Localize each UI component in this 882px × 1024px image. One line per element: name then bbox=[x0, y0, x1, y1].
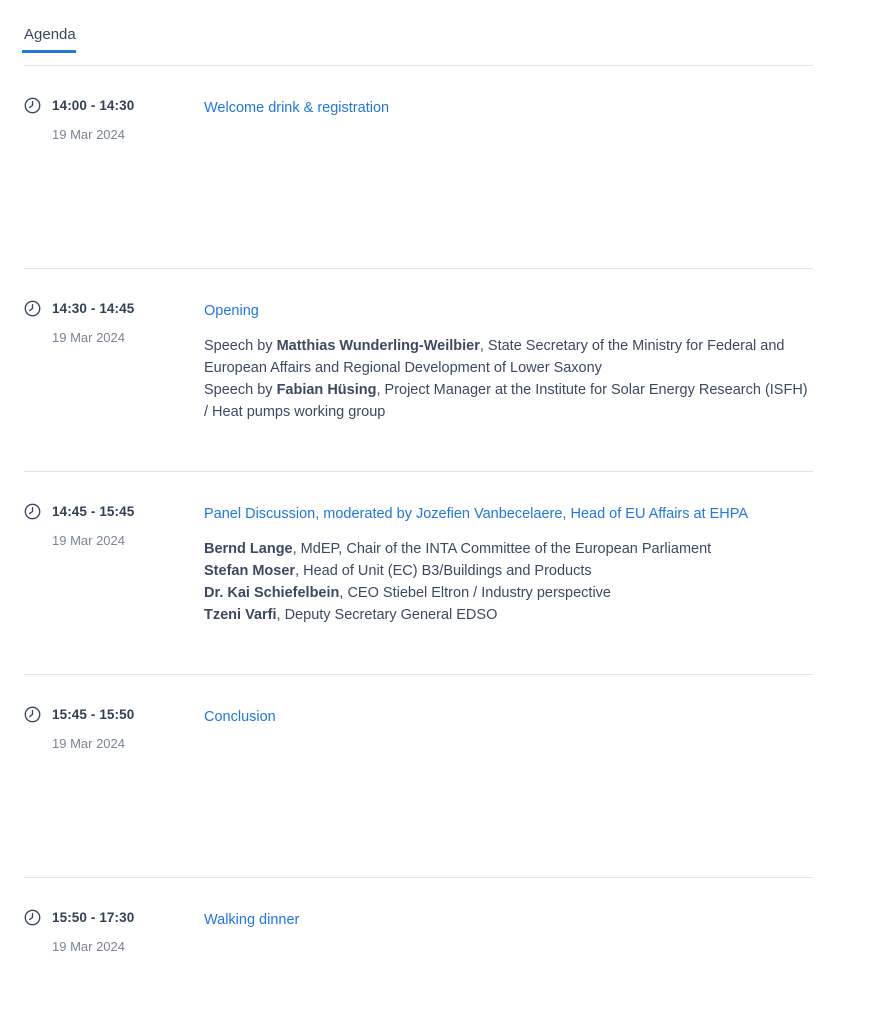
description-segment: , State Secretary of the Ministry for Fe… bbox=[204, 338, 785, 376]
clock-icon bbox=[24, 909, 41, 926]
agenda-item-time: 14:45 - 15:45 bbox=[52, 504, 135, 519]
description-line: Bernd Lange, MdEP, Chair of the INTA Com… bbox=[204, 538, 813, 560]
description-segment: , Project Manager at the Institute for S… bbox=[204, 382, 808, 420]
agenda-item-date: 19 Mar 2024 bbox=[52, 533, 125, 548]
agenda-item-content: Walking dinner bbox=[204, 909, 813, 944]
active-tab-underline bbox=[22, 50, 76, 53]
description-segment: , MdEP, Chair of the INTA Committee of t… bbox=[292, 541, 712, 557]
description-segment: Speech by bbox=[204, 338, 277, 354]
agenda-item-date: 19 Mar 2024 bbox=[52, 330, 125, 345]
agenda-item-time-column: 14:00 - 14:30 19 Mar 2024 bbox=[24, 97, 204, 142]
clock-icon bbox=[24, 503, 41, 520]
description-segment: , Head of Unit (EC) B3/Buildings and Pro… bbox=[295, 563, 592, 579]
description-segment: Speech by bbox=[204, 382, 277, 398]
agenda-item-time: 14:00 - 14:30 bbox=[52, 98, 135, 113]
agenda-item-date: 19 Mar 2024 bbox=[52, 736, 125, 751]
agenda-item-title[interactable]: Opening bbox=[204, 303, 259, 319]
description-segment: Matthias Wunderling-Weilbier bbox=[276, 338, 480, 354]
description-segment: Bernd Lange bbox=[204, 541, 293, 557]
agenda-item-title[interactable]: Conclusion bbox=[204, 709, 276, 725]
agenda-tab[interactable]: Agenda bbox=[22, 26, 813, 53]
agenda-item-content: Panel Discussion, moderated by Jozefien … bbox=[204, 503, 813, 626]
agenda-item-date: 19 Mar 2024 bbox=[52, 939, 125, 954]
time-row: 15:50 - 17:30 bbox=[24, 909, 204, 926]
agenda-item-time-column: 15:45 - 15:50 19 Mar 2024 bbox=[24, 706, 204, 751]
agenda-item-time-column: 15:50 - 17:30 19 Mar 2024 bbox=[24, 909, 204, 954]
agenda-item: 15:50 - 17:30 19 Mar 2024 Walking dinner bbox=[24, 877, 813, 1022]
agenda-list: 14:00 - 14:30 19 Mar 2024 Welcome drink … bbox=[24, 65, 813, 1022]
agenda-item-title[interactable]: Welcome drink & registration bbox=[204, 100, 390, 116]
time-row: 15:45 - 15:50 bbox=[24, 706, 204, 723]
agenda-item-title[interactable]: Walking dinner bbox=[204, 912, 300, 928]
agenda-item: 14:30 - 14:45 19 Mar 2024 Opening Speech… bbox=[24, 268, 813, 471]
agenda-item-time: 14:30 - 14:45 bbox=[52, 301, 135, 316]
agenda-item-content: Conclusion bbox=[204, 706, 813, 741]
agenda-item-date: 19 Mar 2024 bbox=[52, 127, 125, 142]
agenda-item-time: 15:50 - 17:30 bbox=[52, 910, 135, 925]
description-line: Stefan Moser, Head of Unit (EC) B3/Build… bbox=[204, 560, 813, 582]
description-line: Tzeni Varfi, Deputy Secretary General ED… bbox=[204, 604, 813, 626]
description-segment: Fabian Hüsing bbox=[276, 382, 377, 398]
agenda-item-time-column: 14:30 - 14:45 19 Mar 2024 bbox=[24, 300, 204, 345]
agenda-item: 14:00 - 14:30 19 Mar 2024 Welcome drink … bbox=[24, 65, 813, 268]
description-segment: Tzeni Varfi bbox=[204, 607, 277, 623]
agenda-item: 15:45 - 15:50 19 Mar 2024 Conclusion bbox=[24, 674, 813, 877]
description-line: Speech by Matthias Wunderling-Weilbier, … bbox=[204, 335, 813, 379]
description-line: Speech by Fabian Hüsing, Project Manager… bbox=[204, 379, 813, 423]
description-line: Dr. Kai Schiefelbein, CEO Stiebel Eltron… bbox=[204, 582, 813, 604]
description-segment: , CEO Stiebel Eltron / Industry perspect… bbox=[339, 585, 611, 601]
clock-icon bbox=[24, 300, 41, 317]
agenda-item-time-column: 14:45 - 15:45 19 Mar 2024 bbox=[24, 503, 204, 548]
description-segment: Dr. Kai Schiefelbein bbox=[204, 585, 340, 601]
time-row: 14:45 - 15:45 bbox=[24, 503, 204, 520]
agenda-item: 14:45 - 15:45 19 Mar 2024 Panel Discussi… bbox=[24, 471, 813, 674]
agenda-item-time: 15:45 - 15:50 bbox=[52, 707, 135, 722]
description-segment: , Deputy Secretary General EDSO bbox=[276, 607, 498, 623]
time-row: 14:00 - 14:30 bbox=[24, 97, 204, 114]
clock-icon bbox=[24, 97, 41, 114]
agenda-item-content: Welcome drink & registration bbox=[204, 97, 813, 132]
time-row: 14:30 - 14:45 bbox=[24, 300, 204, 317]
item-description: Speech by Matthias Wunderling-Weilbier, … bbox=[204, 335, 813, 423]
agenda-item-title[interactable]: Panel Discussion, moderated by Jozefien … bbox=[204, 506, 749, 522]
description-segment: Stefan Moser bbox=[204, 563, 296, 579]
page-title: Agenda bbox=[24, 26, 76, 43]
agenda-item-content: Opening Speech by Matthias Wunderling-We… bbox=[204, 300, 813, 423]
item-description: Bernd Lange, MdEP, Chair of the INTA Com… bbox=[204, 538, 813, 626]
clock-icon bbox=[24, 706, 41, 723]
